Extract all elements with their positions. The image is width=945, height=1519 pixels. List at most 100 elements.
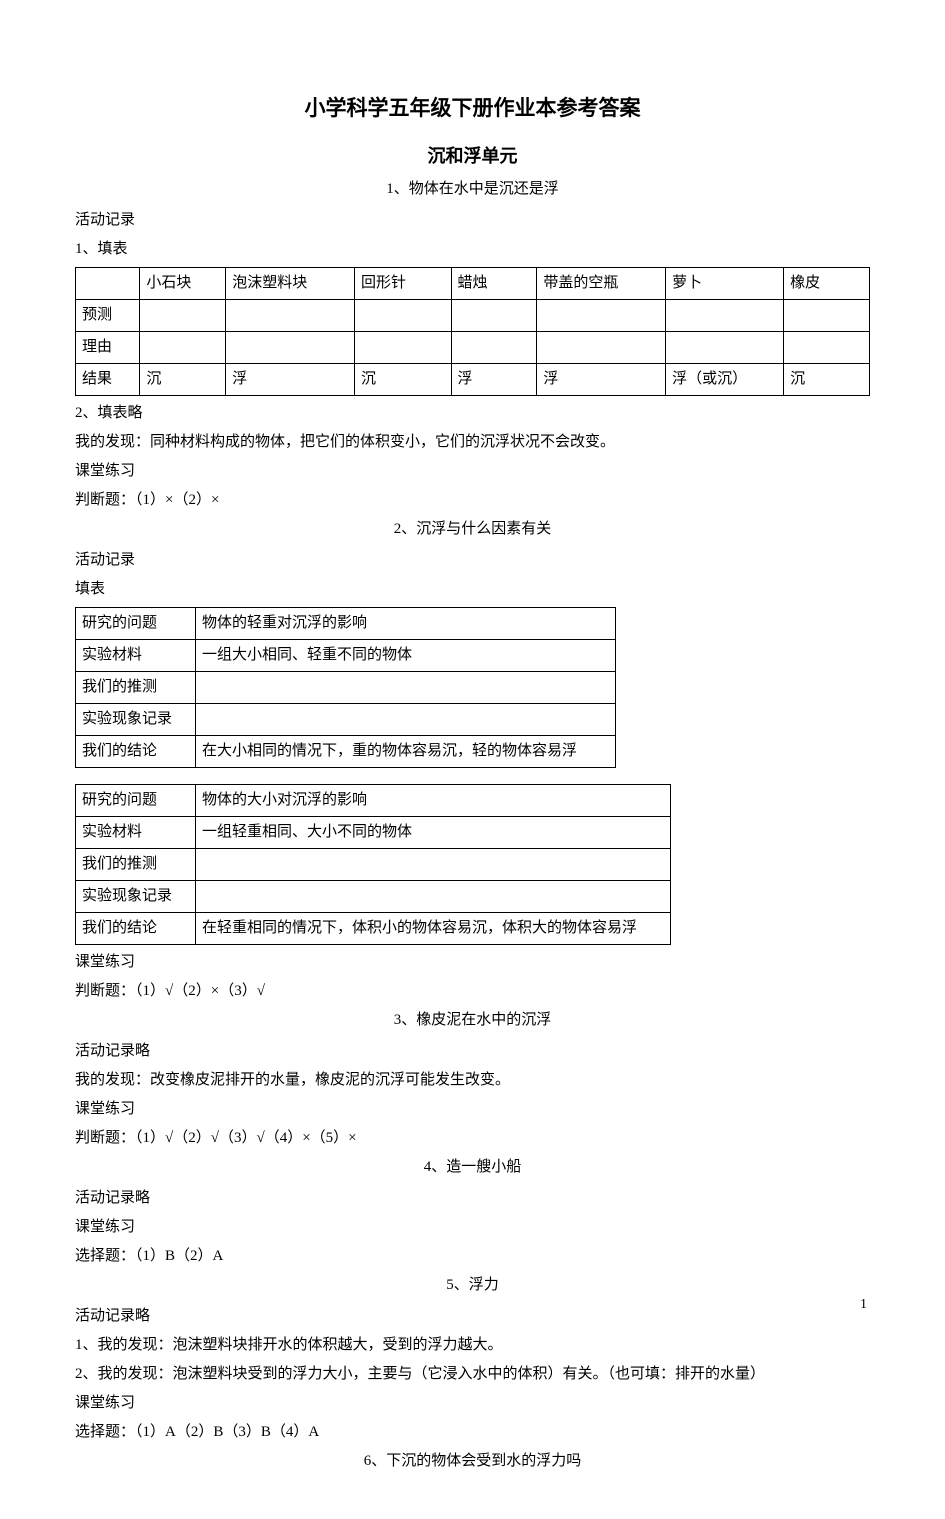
table-cell: 我们的结论 xyxy=(76,913,196,945)
activity-label: 活动记录略 xyxy=(75,1185,870,1212)
table-cell xyxy=(76,268,140,300)
table-cell xyxy=(226,332,355,364)
table-cell: 沉 xyxy=(784,364,870,396)
table-cell: 回形针 xyxy=(354,268,451,300)
unit-title: 沉和浮单元 xyxy=(75,140,870,172)
table-row: 预测 xyxy=(76,300,870,332)
table-cell xyxy=(451,332,537,364)
table-cell: 我们的推测 xyxy=(76,849,196,881)
table-cell: 泡沫塑料块 xyxy=(226,268,355,300)
fill-table2-label: 2、填表略 xyxy=(75,400,870,427)
judgment-text: 判断题：（1）×（2）× xyxy=(75,487,870,514)
choice-text: 选择题：（1）B（2）A xyxy=(75,1243,870,1270)
table-cell: 浮 xyxy=(226,364,355,396)
table-cell: 浮（或沉） xyxy=(666,364,784,396)
table-cell: 实验现象记录 xyxy=(76,881,196,913)
table-cell: 在轻重相同的情况下，体积小的物体容易沉，体积大的物体容易浮 xyxy=(196,913,671,945)
table-row: 结果 沉 浮 沉 浮 浮 浮（或沉） 沉 xyxy=(76,364,870,396)
page-number: 1 xyxy=(860,1292,867,1317)
table-cell: 物体的大小对沉浮的影响 xyxy=(196,785,671,817)
finding-text: 我的发现：改变橡皮泥排开的水量，橡皮泥的沉浮可能发生改变。 xyxy=(75,1067,870,1094)
table-cell xyxy=(196,672,616,704)
table-row: 我们的结论 在大小相同的情况下，重的物体容易沉，轻的物体容易浮 xyxy=(76,736,616,768)
table-cell: 结果 xyxy=(76,364,140,396)
table-cell: 理由 xyxy=(76,332,140,364)
section1-title: 1、物体在水中是沉还是浮 xyxy=(75,176,870,203)
class-practice-label: 课堂练习 xyxy=(75,1390,870,1417)
class-practice-label: 课堂练习 xyxy=(75,1096,870,1123)
table-cell: 橡皮 xyxy=(784,268,870,300)
table-row: 我们的推测 xyxy=(76,849,671,881)
table-cell: 沉 xyxy=(354,364,451,396)
section3-title: 3、橡皮泥在水中的沉浮 xyxy=(75,1007,870,1034)
table-cell xyxy=(537,300,666,332)
table-cell: 带盖的空瓶 xyxy=(537,268,666,300)
table-cell xyxy=(451,300,537,332)
table-cell: 研究的问题 xyxy=(76,608,196,640)
fill-table-label: 1、填表 xyxy=(75,236,870,263)
table-cell xyxy=(196,704,616,736)
table2b: 研究的问题 物体的大小对沉浮的影响 实验材料 一组轻重相同、大小不同的物体 我们… xyxy=(75,784,671,945)
table-cell: 实验现象记录 xyxy=(76,704,196,736)
table-cell: 我们的结论 xyxy=(76,736,196,768)
table-cell: 实验材料 xyxy=(76,640,196,672)
table-cell xyxy=(196,881,671,913)
table-cell xyxy=(666,300,784,332)
class-practice-label: 课堂练习 xyxy=(75,458,870,485)
table1: 小石块 泡沫塑料块 回形针 蜡烛 带盖的空瓶 萝卜 橡皮 预测 理由 结果 沉 … xyxy=(75,267,870,396)
table-row: 实验现象记录 xyxy=(76,881,671,913)
section2-title: 2、沉浮与什么因素有关 xyxy=(75,516,870,543)
activity-label: 活动记录 xyxy=(75,547,870,574)
table-cell xyxy=(354,300,451,332)
table-cell: 实验材料 xyxy=(76,817,196,849)
activity-label: 活动记录略 xyxy=(75,1038,870,1065)
table-cell: 一组大小相同、轻重不同的物体 xyxy=(196,640,616,672)
table-cell xyxy=(666,332,784,364)
table-cell xyxy=(784,332,870,364)
table-cell: 浮 xyxy=(537,364,666,396)
table-cell: 浮 xyxy=(451,364,537,396)
table-cell: 沉 xyxy=(140,364,226,396)
table-cell: 预测 xyxy=(76,300,140,332)
table-row: 研究的问题 物体的大小对沉浮的影响 xyxy=(76,785,671,817)
table-row: 研究的问题 物体的轻重对沉浮的影响 xyxy=(76,608,616,640)
choice-text: 选择题：（1）A（2）B（3）B（4）A xyxy=(75,1419,870,1446)
table-cell xyxy=(140,332,226,364)
section4-title: 4、造一艘小船 xyxy=(75,1154,870,1181)
table-row: 实验材料 一组轻重相同、大小不同的物体 xyxy=(76,817,671,849)
table-cell xyxy=(784,300,870,332)
section6-title: 6、下沉的物体会受到水的浮力吗 xyxy=(75,1448,870,1475)
table-cell: 一组轻重相同、大小不同的物体 xyxy=(196,817,671,849)
finding-text: 我的发现：同种材料构成的物体，把它们的体积变小，它们的沉浮状况不会改变。 xyxy=(75,429,870,456)
page-title: 小学科学五年级下册作业本参考答案 xyxy=(75,90,870,128)
table-cell xyxy=(226,300,355,332)
class-practice-label: 课堂练习 xyxy=(75,1214,870,1241)
table-cell: 研究的问题 xyxy=(76,785,196,817)
table-cell xyxy=(354,332,451,364)
table-cell: 我们的推测 xyxy=(76,672,196,704)
fill-table-label: 填表 xyxy=(75,576,870,603)
class-practice-label: 课堂练习 xyxy=(75,949,870,976)
table-cell: 蜡烛 xyxy=(451,268,537,300)
table-row: 理由 xyxy=(76,332,870,364)
table-row: 实验材料 一组大小相同、轻重不同的物体 xyxy=(76,640,616,672)
table-row: 我们的结论 在轻重相同的情况下，体积小的物体容易沉，体积大的物体容易浮 xyxy=(76,913,671,945)
table-cell: 萝卜 xyxy=(666,268,784,300)
table-cell xyxy=(140,300,226,332)
table-cell xyxy=(196,849,671,881)
activity-label: 活动记录 xyxy=(75,207,870,234)
activity-label: 活动记录略 xyxy=(75,1303,870,1330)
table-row: 实验现象记录 xyxy=(76,704,616,736)
table-cell: 在大小相同的情况下，重的物体容易沉，轻的物体容易浮 xyxy=(196,736,616,768)
table-cell: 小石块 xyxy=(140,268,226,300)
table-row: 我们的推测 xyxy=(76,672,616,704)
judgment-text: 判断题：（1）√（2）√（3）√（4）×（5）× xyxy=(75,1125,870,1152)
table-row: 小石块 泡沫塑料块 回形针 蜡烛 带盖的空瓶 萝卜 橡皮 xyxy=(76,268,870,300)
finding-text: 1、我的发现：泡沫塑料块排开水的体积越大，受到的浮力越大。 xyxy=(75,1332,870,1359)
table2a: 研究的问题 物体的轻重对沉浮的影响 实验材料 一组大小相同、轻重不同的物体 我们… xyxy=(75,607,616,768)
section5-title: 5、浮力 xyxy=(75,1272,870,1299)
table-cell xyxy=(537,332,666,364)
table-cell: 物体的轻重对沉浮的影响 xyxy=(196,608,616,640)
judgment-text: 判断题：（1）√（2）×（3）√ xyxy=(75,978,870,1005)
finding-text: 2、我的发现：泡沫塑料块受到的浮力大小，主要与（它浸入水中的体积）有关。（也可填… xyxy=(75,1361,870,1388)
